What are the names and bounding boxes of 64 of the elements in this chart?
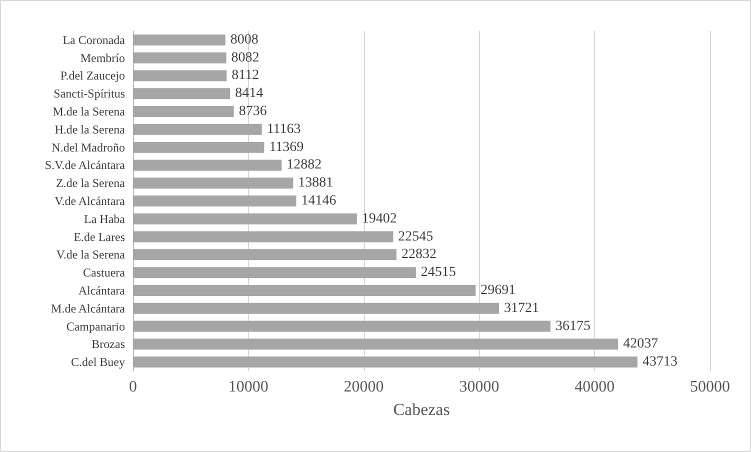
bar (133, 70, 227, 82)
data-label: 31721 (504, 300, 540, 316)
y-tick-label: Campanario (66, 319, 125, 334)
bar (133, 284, 476, 296)
bar (133, 267, 416, 278)
y-tick-label: V.de Alcántara (54, 194, 126, 208)
y-tick-label: Sancti-Spíritus (54, 86, 126, 101)
x-tick-label: 0 (129, 378, 137, 396)
y-tick-label: Castuera (83, 266, 126, 280)
y-tick-label: Z.de la Serena (56, 176, 126, 190)
bar (133, 160, 282, 171)
y-tick-label: C.del Buey (71, 355, 125, 370)
bar (133, 249, 396, 260)
bar (133, 124, 262, 135)
bar (133, 320, 550, 332)
data-label: 8414 (235, 86, 264, 102)
bar (133, 178, 294, 189)
bar (133, 231, 394, 242)
x-tick-label: 50000 (690, 378, 730, 396)
y-tick-label: Brozas (92, 337, 126, 352)
y-tick-label: N.del Madroño (52, 140, 125, 154)
data-label: 8112 (232, 68, 260, 84)
data-label: 8736 (238, 104, 267, 120)
data-label: 36175 (555, 318, 590, 334)
y-tick-label: E.de Lares (74, 230, 126, 244)
y-tick-label: V.de la Serena (56, 248, 126, 262)
x-tick-label: 10000 (228, 378, 268, 396)
data-label: 8082 (231, 50, 260, 66)
y-tick-label: La Coronada (62, 32, 126, 47)
bar (133, 88, 230, 100)
data-label: 22832 (401, 247, 436, 262)
bar (133, 302, 500, 314)
y-tick-label: S.V.de Alcántara (44, 158, 126, 172)
y-tick-label: Membrío (80, 50, 125, 65)
bar (133, 106, 234, 118)
data-label: 19402 (362, 211, 397, 226)
data-label: 13881 (298, 176, 334, 191)
data-label: 42037 (623, 336, 658, 352)
y-tick-label: H.de la Serena (54, 122, 126, 136)
y-tick-label: La Haba (84, 212, 126, 226)
bar (133, 338, 618, 350)
x-tick-label: 40000 (574, 378, 615, 396)
bar (133, 52, 226, 64)
y-tick-label: M.de Alcántara (51, 301, 126, 316)
x-tick-label: 30000 (459, 378, 500, 396)
data-label: 24515 (420, 265, 456, 280)
data-label: 43713 (642, 354, 678, 370)
data-label: 14146 (301, 194, 336, 208)
x-tick-label: 20000 (344, 378, 384, 396)
y-tick-label: P.del Zaucejo (60, 68, 125, 83)
bar (133, 34, 226, 46)
data-label: 29691 (480, 282, 516, 298)
data-label: 11369 (269, 140, 304, 155)
data-label: 22545 (398, 229, 434, 244)
bar (133, 196, 296, 206)
data-label: 8008 (230, 32, 258, 48)
x-axis-title: Cabezas (393, 400, 450, 419)
y-tick-label: Alcántara (78, 283, 126, 298)
bar (133, 213, 357, 224)
y-tick-label: M.de la Serena (52, 104, 126, 119)
bar (133, 142, 264, 153)
data-label: 11163 (266, 122, 301, 137)
data-label: 12882 (286, 158, 322, 173)
bar (133, 356, 638, 368)
